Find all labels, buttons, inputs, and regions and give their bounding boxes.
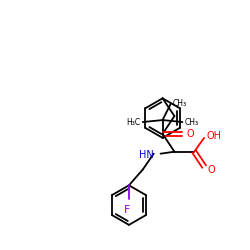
Text: HN: HN <box>139 150 154 160</box>
Text: CH₃: CH₃ <box>184 118 198 126</box>
Text: F: F <box>124 205 130 215</box>
Text: O: O <box>207 166 215 175</box>
Text: O: O <box>186 129 194 139</box>
Text: H₃C: H₃C <box>127 118 141 126</box>
Text: OH: OH <box>206 131 221 141</box>
Text: CH₃: CH₃ <box>172 99 186 108</box>
